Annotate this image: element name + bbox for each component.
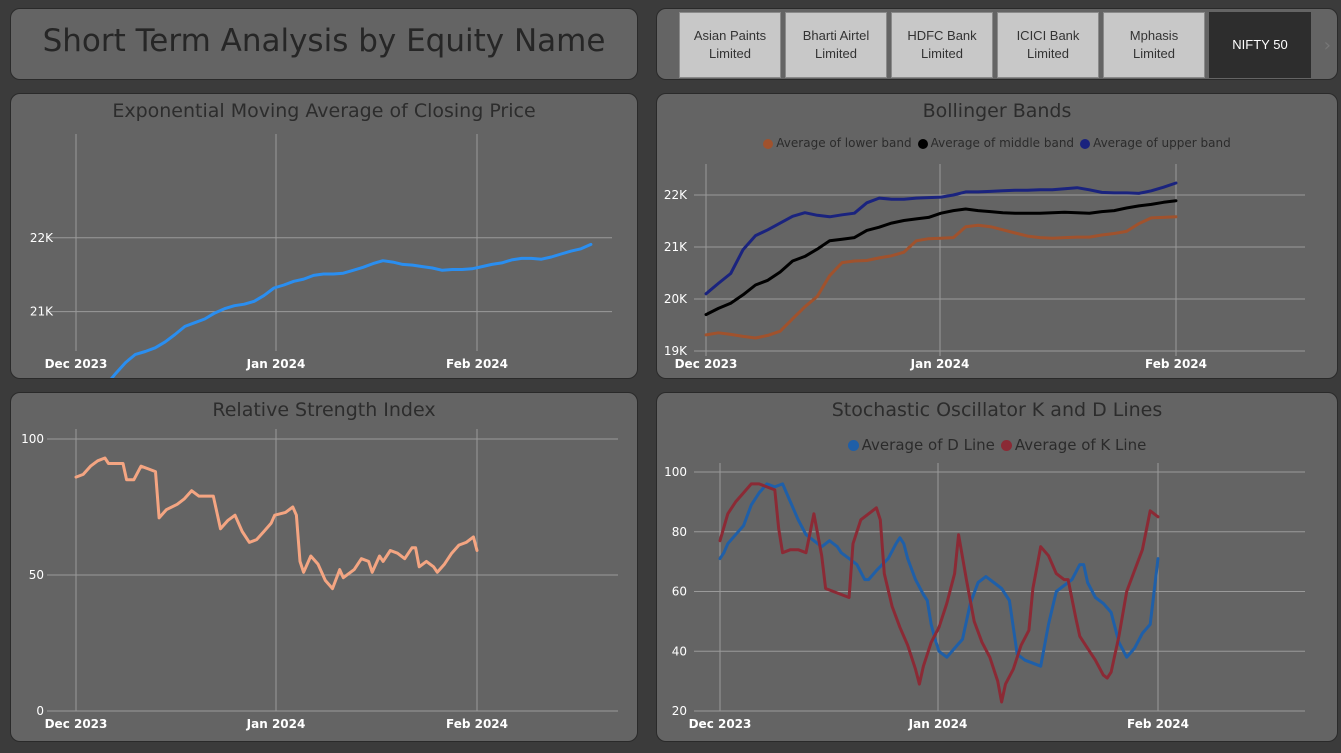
bollinger-chart: 19K 20K 21K 22K Dec 2023 Jan 2024 Feb 2024 <box>664 164 1305 371</box>
y-tick-label: 80 <box>672 525 687 539</box>
chart-legend: Average of lower band Average of middle b… <box>657 136 1337 150</box>
legend-marker-icon <box>763 138 774 149</box>
legend-item[interactable]: Average of middle band <box>917 136 1075 150</box>
y-tick-label: 21K <box>30 305 54 319</box>
x-tick-label: Jan 2024 <box>246 357 306 371</box>
legend-label: Average of lower band <box>776 136 912 150</box>
y-tick-label: 20 <box>672 704 687 718</box>
y-tick-label: 40 <box>672 644 687 658</box>
y-tick-label: 19K <box>664 344 688 358</box>
series-line-average-of-k-line <box>718 482 1160 704</box>
slicer-item-mphasis-limited[interactable]: Mphasis Limited <box>1103 12 1205 78</box>
chart-title: Bollinger Bands <box>922 100 1072 122</box>
x-tick-label: Jan 2024 <box>246 717 306 731</box>
y-tick-label: 100 <box>21 432 44 446</box>
legend-marker-icon <box>847 440 859 451</box>
x-tick-label: Dec 2023 <box>45 717 108 731</box>
slicer-item-icici-bank-limited[interactable]: ICICI Bank Limited <box>997 12 1099 78</box>
legend-marker-icon <box>1000 440 1012 451</box>
x-tick-label: Feb 2024 <box>1145 357 1207 371</box>
x-tick-label: Dec 2023 <box>675 357 738 371</box>
x-tick-label: Jan 2024 <box>910 357 970 371</box>
legend-item[interactable]: Average of upper band <box>1080 136 1231 150</box>
legend-marker-icon <box>1080 138 1091 149</box>
stochastic-chart: 20 40 60 80 100 Dec 2023 Jan 2024 Feb 2024 <box>664 463 1305 731</box>
series-line <box>109 242 593 378</box>
x-tick-label: Feb 2024 <box>446 357 508 371</box>
y-tick-label: 22K <box>664 188 688 202</box>
y-tick-label: 60 <box>672 585 687 599</box>
ema-chart: 20K 21K 22K Dec 2023 Jan 2024 Feb 2024 <box>30 134 612 379</box>
stochastic-chart-panel: Stochastic Oscillator K and D Lines Aver… <box>656 392 1338 742</box>
slicer-item-hdfc-bank-limited[interactable]: HDFC Bank Limited <box>891 12 993 78</box>
series-line-average-of-lower-band <box>704 215 1178 340</box>
series-line <box>74 456 479 591</box>
legend-item[interactable]: Average of D Line <box>847 436 995 454</box>
chart-title: Relative Strength Index <box>212 399 436 421</box>
chevron-right-icon[interactable]: › <box>1323 35 1331 56</box>
x-tick-label: Feb 2024 <box>1127 717 1189 731</box>
y-tick-label: 50 <box>29 568 44 582</box>
equity-slicer: Asian Paints Limited Bharti Airtel Limite… <box>656 8 1338 80</box>
bollinger-chart-panel: Bollinger Bands Average of lower band Ave… <box>656 93 1338 379</box>
slicer-item-bharti-airtel-limited[interactable]: Bharti Airtel Limited <box>785 12 887 78</box>
legend-label: Average of D Line <box>861 436 995 454</box>
legend-label: Average of middle band <box>930 136 1075 150</box>
series-line-average-of-upper-band <box>704 181 1178 296</box>
rsi-chart: 0 50 100 Dec 2023 Jan 2024 Feb 2024 <box>21 429 618 731</box>
chart-title: Stochastic Oscillator K and D Lines <box>831 399 1163 421</box>
slicer-item-asian-paints-limited[interactable]: Asian Paints Limited <box>679 12 781 78</box>
x-tick-label: Feb 2024 <box>446 717 508 731</box>
legend-marker-icon <box>917 138 928 149</box>
legend-label: Average of K Line <box>1014 436 1147 454</box>
y-tick-label: 20K <box>30 378 54 379</box>
legend-label: Average of upper band <box>1093 136 1231 150</box>
y-tick-label: 22K <box>30 231 54 245</box>
y-tick-label: 20K <box>664 292 688 306</box>
chart-title: Exponential Moving Average of Closing Pr… <box>112 100 536 122</box>
legend-item[interactable]: Average of lower band <box>763 136 912 150</box>
y-tick-label: 100 <box>664 465 687 479</box>
x-tick-label: Dec 2023 <box>689 717 752 731</box>
slicer-item-nifty-50[interactable]: NIFTY 50 <box>1209 12 1311 78</box>
x-tick-label: Jan 2024 <box>908 717 968 731</box>
chart-legend: Average of D Line Average of K Line <box>657 436 1337 454</box>
legend-item[interactable]: Average of K Line <box>1000 436 1147 454</box>
ema-chart-panel: Exponential Moving Average of Closing Pr… <box>10 93 638 379</box>
rsi-chart-panel: Relative Strength Index 0 50 100 Dec 2023 Ja… <box>10 392 638 742</box>
page-title: Short Term Analysis by Equity Name <box>42 23 606 59</box>
y-tick-label: 0 <box>36 704 44 718</box>
title-panel: Short Term Analysis by Equity Name <box>10 8 638 80</box>
y-tick-label: 21K <box>664 240 688 254</box>
series-line-average-of-middle-band <box>704 199 1178 317</box>
series-line-average-of-d-line <box>718 482 1160 668</box>
x-tick-label: Dec 2023 <box>45 357 108 371</box>
